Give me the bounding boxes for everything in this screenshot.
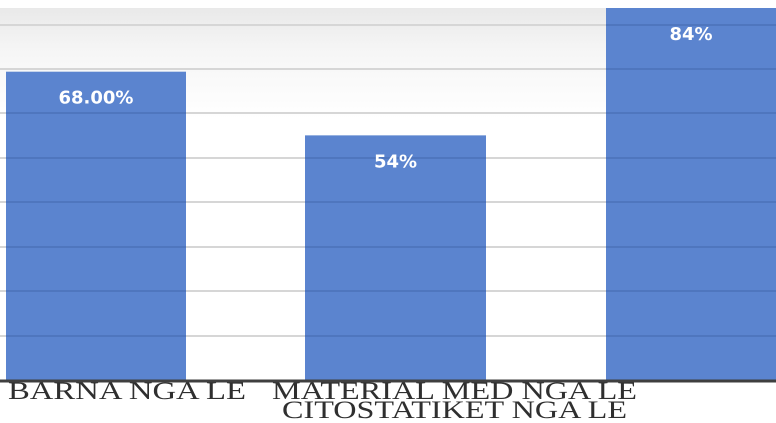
- data-labels: 68.00% 54% 84%: [59, 24, 713, 172]
- data-label-3: 84%: [669, 24, 712, 45]
- category-label-3: CITOSTATIKET NGA LE: [282, 397, 627, 423]
- category-label-1: BARNA NGA LE: [8, 378, 246, 405]
- category-labels: BARNA NGA LE MATERIAL MED NGA LECITOSTATI…: [8, 378, 637, 423]
- bar-gridlines: [6, 24, 776, 337]
- category-label-2: MATERIAL MED NGA LE: [272, 378, 637, 405]
- bar-3: [606, 8, 776, 381]
- data-label-2: 54%: [374, 151, 417, 172]
- bar-1: [6, 71, 186, 382]
- bar-2: [305, 135, 486, 381]
- bars: [6, 8, 776, 382]
- data-label-1: 68.00%: [59, 88, 134, 109]
